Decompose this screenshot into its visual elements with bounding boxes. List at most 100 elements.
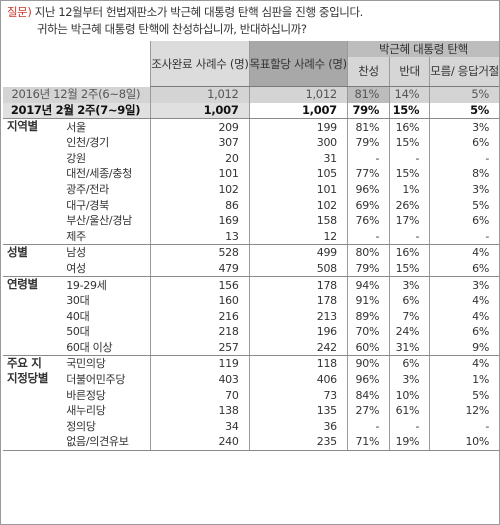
table-row: 60대 이상 257 242 60% 31% 9%	[3, 339, 499, 357]
cell-oppose: 10%	[389, 387, 430, 403]
table-row: 바른정당 70 73 84% 10% 5%	[3, 387, 499, 403]
cell-oppose: 6%	[389, 355, 430, 372]
cell-completed: 13	[150, 228, 250, 246]
cell-favor: 27%	[346, 402, 390, 419]
cell-favor: 84%	[346, 387, 390, 403]
cell-favor: 96%	[346, 181, 390, 198]
cell-favor: -	[346, 228, 390, 246]
row-label: 30대	[66, 294, 90, 308]
cell-completed: 101	[150, 166, 250, 182]
survey-completed: 1,007	[150, 102, 250, 120]
row-label: 인천/경기	[66, 136, 109, 150]
cell-unknown: 3%	[429, 276, 499, 293]
table-row: 대전/세종/충청 101 105 77% 15% 8%	[3, 166, 499, 182]
cell-oppose: -	[389, 150, 430, 167]
row-label: 국민의당	[66, 357, 106, 371]
table-row: 인천/경기 307 300 79% 15% 6%	[3, 134, 499, 151]
row-label: 더불어민주당	[66, 373, 126, 387]
cell-unknown: 4%	[429, 244, 499, 261]
table-row: 더불어민주당 403 406 96% 3% 1%	[3, 371, 499, 388]
table-row: 없음/의견유보 240 235 71% 19% 10%	[3, 434, 499, 451]
cell-target: 31	[248, 150, 348, 167]
cell-unknown: 9%	[429, 339, 499, 357]
question-line-2: 귀하는 박근혜 대통령 탄핵에 찬성하십니까, 반대하십니까?	[37, 22, 307, 36]
cell-oppose: 7%	[389, 308, 430, 324]
table-row: 정의당 34 36- - -	[3, 418, 499, 435]
survey-row-prev: 2016년 12월 2주(6~8일) 1,012 1,012 81% 14% 5…	[3, 86, 499, 103]
cell-completed: 20	[150, 150, 250, 167]
header-blank	[3, 41, 151, 87]
cell-target: 235	[248, 434, 348, 451]
cell-favor: 71%	[346, 434, 390, 451]
cell-target: 73	[248, 387, 348, 403]
cell-target: 199	[248, 118, 348, 135]
table-row: 40대 216 213 89% 7% 4%	[3, 308, 499, 324]
cell-unknown: 5%	[429, 197, 499, 213]
cell-completed: 169	[150, 212, 250, 229]
cell-unknown: -	[429, 228, 499, 246]
survey-oppose: 15%	[389, 102, 430, 120]
group-label: 지역별	[3, 118, 49, 246]
cell-completed: 216	[150, 308, 250, 324]
cell-favor: 90%	[346, 355, 390, 372]
cell-target: 12	[248, 228, 348, 246]
cell-oppose: 15%	[389, 166, 430, 182]
cell-oppose: 16%	[389, 244, 430, 261]
cell-completed: 403	[150, 371, 250, 388]
cell-completed: 479	[150, 260, 250, 278]
cell-target: 158	[248, 212, 348, 229]
cell-target: 118	[248, 355, 348, 372]
table-row: 대구/경북 86 102 69% 26% 5%	[3, 197, 499, 213]
row-label: 부산/울산/경남	[66, 214, 132, 228]
cell-favor: 79%	[346, 134, 390, 151]
table-row: 광주/전라 102 101 96% 1% 3%	[3, 181, 499, 198]
cell-oppose: 3%	[389, 371, 430, 388]
cell-favor: 76%	[346, 212, 390, 229]
cell-unknown: 1%	[429, 371, 499, 388]
cell-favor: 89%	[346, 308, 390, 324]
survey-oppose: 14%	[389, 86, 430, 103]
cell-oppose: 26%	[389, 197, 430, 213]
row-label: 서울	[66, 120, 86, 134]
cell-completed: 218	[150, 324, 250, 340]
cell-unknown: 6%	[429, 324, 499, 340]
cell-unknown: 3%	[429, 118, 499, 135]
cell-unknown: -	[429, 150, 499, 167]
survey-label: 2017년 2월 2주(7~9일)	[3, 102, 151, 120]
cell-oppose: 16%	[389, 118, 430, 135]
row-label: 19-29세	[66, 278, 107, 292]
cell-oppose: 17%	[389, 212, 430, 229]
table-row: 30대 160 178 91% 6% 4%	[3, 292, 499, 309]
header-oppose: 반대	[389, 56, 430, 88]
cell-unknown: 5%	[429, 387, 499, 403]
table-row: 성별 남성 528 499 80% 16% 4%	[3, 244, 499, 278]
question-label: 질문)	[7, 5, 32, 19]
cell-completed: 307	[150, 134, 250, 151]
row-label: 대전/세종/충청	[66, 167, 132, 181]
row-label: 남성	[66, 246, 86, 260]
cell-oppose: 24%	[389, 324, 430, 340]
cell-favor: 96%	[346, 371, 390, 388]
cell-favor: 81%	[346, 118, 390, 135]
cell-oppose: 3%	[389, 276, 430, 293]
cell-unknown: 6%	[429, 212, 499, 229]
group-label: 성별	[3, 244, 49, 278]
cell-target: 300	[248, 134, 348, 151]
cell-favor: 69%	[346, 197, 390, 213]
cell-oppose: 15%	[389, 260, 430, 278]
cell-target: 196	[248, 324, 348, 340]
cell-unknown: 12%	[429, 402, 499, 419]
cell-completed: 156	[150, 276, 250, 293]
cell-unknown: 4%	[429, 355, 499, 372]
survey-target: 1,007	[248, 102, 348, 120]
survey-target: 1,012	[248, 86, 348, 103]
cell-oppose: -	[389, 228, 430, 246]
cell-unknown: 3%	[429, 181, 499, 198]
cell-target: 406	[248, 371, 348, 388]
survey-favor: 79%	[346, 102, 390, 120]
cell-completed: 209	[150, 118, 250, 135]
cell-completed: 138	[150, 402, 250, 419]
cell-oppose: 31%	[389, 339, 430, 357]
row-label: 강원	[66, 151, 86, 165]
cell-favor: -	[346, 418, 390, 435]
